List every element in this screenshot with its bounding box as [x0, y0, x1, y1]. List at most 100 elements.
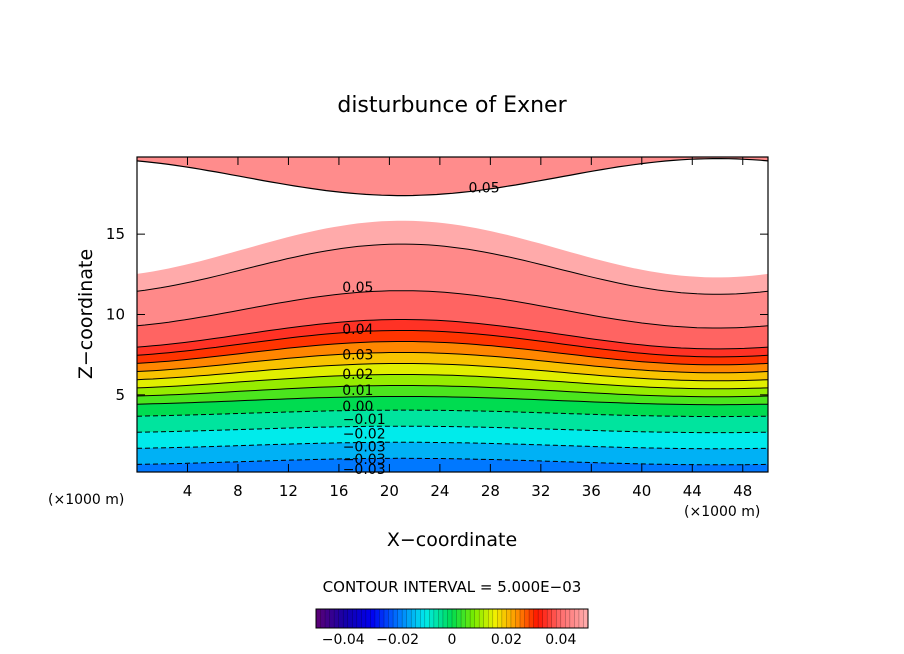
contour-line — [137, 474, 768, 480]
colorbar-cell — [551, 609, 557, 628]
colorbar-tick-label: 0 — [448, 632, 457, 648]
colorbar-cell — [556, 609, 562, 628]
colorbar-cell — [316, 609, 321, 628]
contour-line — [137, 491, 768, 497]
colorbar-cell — [542, 609, 548, 628]
colorbar-cell — [510, 609, 516, 628]
colorbar-tick-label: 0.04 — [545, 632, 576, 648]
x-tick-label: 24 — [430, 482, 449, 500]
colorbar-cell — [424, 609, 430, 628]
colorbar-cell — [397, 609, 403, 628]
contour-lines-layer — [137, 158, 768, 578]
contour-line — [137, 330, 768, 358]
x-tick-label: 32 — [531, 482, 550, 500]
colorbar-cell — [497, 609, 503, 628]
x-tick-label: 28 — [481, 482, 500, 500]
contour-label: 0.05 — [468, 181, 499, 197]
colorbar-cell — [347, 609, 353, 628]
contour-line — [137, 341, 768, 366]
colorbar-cell — [533, 609, 539, 628]
colorbar-cell — [520, 609, 525, 628]
x-tick-label: 4 — [183, 482, 193, 500]
colorbar-cell — [402, 609, 408, 628]
colorbar-cell — [465, 609, 471, 628]
colorbar-cell — [524, 609, 530, 628]
colorbar-cell — [438, 609, 444, 628]
contour-line — [137, 409, 768, 418]
contour-line — [137, 319, 768, 350]
colorbar-cell — [388, 609, 394, 628]
contour-line — [137, 352, 768, 374]
colorbar-cell — [452, 609, 457, 628]
colorbar-cell — [374, 609, 380, 628]
contour-line — [137, 363, 768, 382]
colorbar-cell — [574, 609, 580, 628]
contour-label: −0.03 — [343, 452, 386, 468]
colorbar-tick-label: −0.04 — [322, 632, 365, 648]
contour-band-blank — [137, 157, 768, 278]
x-axis-ticks: 4 8 12 16 20 24 28 32 36 40 44 48 — [183, 157, 752, 500]
contour-line — [137, 555, 768, 561]
colorbar-cell — [547, 609, 553, 628]
colorbar-cell — [461, 609, 466, 628]
colorbar-cell — [329, 609, 335, 628]
colorbar-tick-label: 0.02 — [491, 632, 522, 648]
colorbar-cell — [538, 609, 544, 628]
colorbar-cell — [483, 609, 489, 628]
colorbar-cell — [325, 609, 330, 628]
contour-line — [137, 243, 768, 295]
contour-line — [137, 425, 768, 434]
contour-line — [137, 290, 768, 329]
colorbar-cell — [506, 609, 512, 628]
colorbar-cell — [565, 609, 571, 628]
contour-line — [137, 374, 768, 390]
contour-line — [137, 571, 768, 578]
x-tick-label: 8 — [233, 482, 243, 500]
contour-fill-layer — [137, 157, 768, 472]
y-tick-label: 10 — [106, 306, 125, 324]
colorbar-cell — [560, 609, 566, 628]
contour-line — [137, 385, 768, 398]
colorbar-cell — [384, 609, 389, 628]
y-axis-label: Z−coordinate — [75, 249, 97, 379]
colorbar-cell — [479, 609, 485, 628]
colorbar-cell — [379, 609, 385, 628]
colorbar-frame — [315, 608, 589, 629]
contour-labels-layer: 0.050.050.040.030.020.010.00−0.01−0.02−0… — [342, 181, 499, 478]
colorbar-cell — [515, 609, 521, 628]
y-tick-label: 5 — [115, 386, 125, 404]
contour-label: 0.01 — [342, 383, 373, 399]
colorbar-cell — [429, 609, 435, 628]
colorbar-ticks: −0.04 −0.02 0 0.02 0.04 — [322, 632, 577, 648]
contour-line — [137, 457, 768, 466]
colorbar-cell — [393, 609, 398, 628]
contour-label: −0.03 — [343, 462, 386, 478]
colorbar-cell — [529, 609, 534, 628]
x-unit-right: (×1000 m) — [684, 504, 760, 520]
contour-label: 0.04 — [342, 322, 373, 338]
colorbar-cell — [442, 609, 448, 628]
x-unit-left: (×1000 m) — [48, 492, 124, 508]
colorbar-cell — [578, 609, 584, 628]
contour-label: 0.05 — [342, 280, 373, 296]
x-tick-label: 44 — [683, 482, 702, 500]
contour-line — [137, 396, 768, 406]
contour-label: −0.01 — [343, 412, 386, 428]
y-tick-label: 15 — [106, 225, 125, 243]
colorbar-cell — [338, 609, 344, 628]
colorbar-cell — [415, 609, 421, 628]
x-tick-label: 40 — [632, 482, 651, 500]
colorbar-cell — [406, 609, 412, 628]
colorbar-cell — [583, 609, 589, 628]
colorbar-cell — [320, 609, 326, 628]
x-tick-label: 12 — [279, 482, 298, 500]
colorbar — [315, 609, 589, 628]
colorbar-cell — [456, 609, 462, 628]
colorbar-cell — [474, 609, 480, 628]
chart-title: disturbunce of Exner — [337, 93, 567, 118]
contour-label: 0.03 — [342, 348, 373, 364]
colorbar-cell — [334, 609, 340, 628]
colorbar-cell — [356, 609, 362, 628]
x-tick-label: 20 — [380, 482, 399, 500]
